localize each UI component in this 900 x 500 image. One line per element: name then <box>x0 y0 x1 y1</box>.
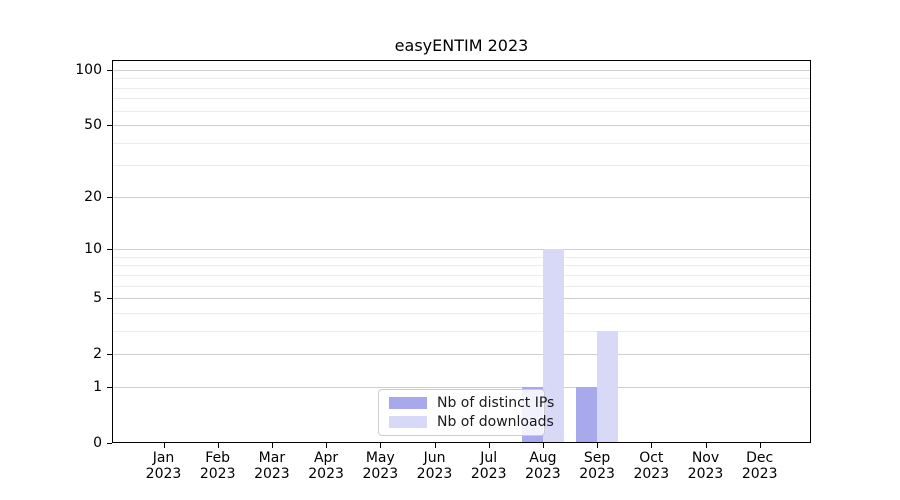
x-tick-month: Oct <box>639 450 664 466</box>
x-tick-mark <box>326 443 328 448</box>
minor-gridline <box>112 110 811 112</box>
x-tick-month: Feb <box>205 450 231 466</box>
y-tick-label: 10 <box>84 241 102 258</box>
x-tick-mark <box>597 443 599 448</box>
minor-gridline <box>112 285 811 287</box>
x-tick-mark <box>271 443 274 448</box>
chart-title: easyENTIM 2023 <box>394 36 529 55</box>
x-tick-label: Aug 2023 <box>513 450 573 482</box>
x-tick-label: Jul 2023 <box>459 450 519 482</box>
x-tick-mark <box>759 443 761 448</box>
y-tick-label: 20 <box>84 188 102 205</box>
x-tick-month: Jan <box>152 450 175 466</box>
minor-gridline <box>112 265 811 267</box>
x-tick-mark <box>434 443 436 448</box>
minor-gridline <box>112 142 811 144</box>
major-gridline <box>112 298 811 300</box>
minor-gridline <box>112 87 811 89</box>
legend-swatch-downloads <box>389 416 427 428</box>
y-tick-label: 50 <box>84 117 102 133</box>
major-gridline <box>112 354 811 356</box>
minor-gridline <box>112 98 811 100</box>
y-tick-mark <box>107 386 112 389</box>
bar-nb-of-distinct-ips-sep <box>576 386 598 443</box>
major-gridline <box>112 125 811 126</box>
legend-label-downloads: Nb of downloads <box>437 414 554 430</box>
y-tick-label: 1 <box>93 378 102 395</box>
x-tick-year: 2023 <box>525 466 561 482</box>
minor-gridline <box>112 256 811 258</box>
minor-gridline <box>112 312 811 314</box>
x-tick-label: Jan 2023 <box>134 450 194 482</box>
x-tick-year: 2023 <box>362 466 399 482</box>
y-tick-mark <box>107 443 112 445</box>
legend-swatch-distinct-ips <box>389 397 427 409</box>
legend: Nb of distinct IPs Nb of downloads <box>378 389 554 436</box>
legend-entry-downloads: Nb of downloads <box>389 414 554 430</box>
x-tick-month: May <box>365 450 395 466</box>
major-gridline <box>112 69 811 71</box>
bar-nb-of-downloads-sep <box>597 330 619 443</box>
x-tick-year: 2023 <box>687 466 724 482</box>
x-tick-month: Apr <box>313 450 339 466</box>
y-tick-label: 2 <box>93 346 102 363</box>
x-tick-mark <box>163 443 165 448</box>
minor-gridline <box>112 78 811 80</box>
x-tick-year: 2023 <box>145 466 182 482</box>
x-tick-label: Sep 2023 <box>567 450 627 482</box>
x-tick-month: Aug <box>529 450 557 466</box>
x-tick-month: Sep <box>583 450 611 466</box>
x-tick-mark <box>651 443 653 448</box>
y-tick-mark <box>107 125 112 127</box>
major-gridline <box>112 386 811 388</box>
x-tick-month: Dec <box>746 450 774 466</box>
y-tick-label: 100 <box>75 61 102 78</box>
y-tick-mark <box>107 196 112 198</box>
x-tick-year: 2023 <box>470 466 507 482</box>
x-tick-label: Dec 2023 <box>730 450 790 482</box>
y-tick-mark <box>107 298 112 300</box>
x-tick-year: 2023 <box>308 466 344 482</box>
y-tick-mark <box>107 69 112 71</box>
legend-label-distinct-ips: Nb of distinct IPs <box>437 395 555 411</box>
minor-gridline <box>112 274 811 276</box>
x-tick-year: 2023 <box>579 466 615 482</box>
x-tick-mark <box>488 443 490 448</box>
plot-border <box>112 60 811 443</box>
x-tick-month: Jun <box>423 450 446 466</box>
y-tick-mark <box>107 249 112 251</box>
y-tick-label: 0 <box>93 435 102 451</box>
x-tick-label: Nov 2023 <box>676 450 736 482</box>
x-tick-month: Mar <box>258 450 286 466</box>
x-tick-year: 2023 <box>199 466 236 482</box>
x-tick-month: Jul <box>480 450 498 466</box>
x-tick-label: Apr 2023 <box>296 450 356 482</box>
x-tick-year: 2023 <box>741 466 778 482</box>
x-tick-label: Mar 2023 <box>242 450 302 482</box>
minor-gridline <box>112 165 811 167</box>
x-tick-year: 2023 <box>416 466 453 482</box>
x-tick-mark <box>542 443 545 448</box>
x-tick-month: Nov <box>691 450 720 466</box>
x-tick-label: May 2023 <box>350 450 410 482</box>
x-tick-mark <box>217 443 219 448</box>
legend-entry-distinct-ips: Nb of distinct IPs <box>389 395 554 411</box>
major-gridline <box>112 249 811 251</box>
x-tick-label: Oct 2023 <box>621 450 681 482</box>
x-tick-label: Feb 2023 <box>188 450 248 482</box>
y-tick-mark <box>107 354 112 356</box>
x-tick-mark <box>705 443 707 448</box>
plot-area: 0 1 2 5 10 20 50 100 Jan 2023 Feb 2023 Mar 2023 Apr 202… <box>75 60 811 482</box>
x-tick-year: 2023 <box>633 466 670 482</box>
bar-nb-of-downloads-aug <box>542 249 564 443</box>
y-tick-label: 5 <box>93 290 102 307</box>
minor-gridline <box>112 330 811 332</box>
x-tick-label: Jun 2023 <box>405 450 465 482</box>
x-tick-mark <box>380 443 382 448</box>
x-tick-year: 2023 <box>254 466 290 482</box>
major-gridline <box>112 196 811 198</box>
